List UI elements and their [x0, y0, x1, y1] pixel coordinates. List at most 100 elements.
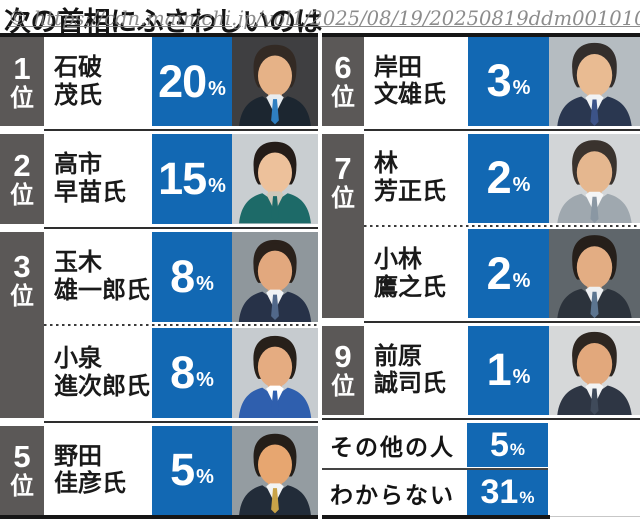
- rank-cell: 2 位: [0, 134, 44, 224]
- candidate-name: 岸田 文雄氏: [364, 37, 468, 126]
- candidate-name: 前原 誠司氏: [364, 326, 468, 415]
- candidate-photo: [549, 228, 640, 319]
- rank-cell: 1 位: [0, 37, 44, 127]
- name-line2: 茂氏: [54, 81, 102, 109]
- extra-row-others: その他の人 5 %: [322, 422, 640, 468]
- candidate-row: 玉木 雄一郎氏 8 %: [44, 231, 318, 322]
- candidate-photo: [232, 37, 318, 127]
- person-portrait-icon: [232, 425, 318, 516]
- rank-group-1: 1 位 石破 茂氏 20 %: [0, 37, 318, 127]
- name-line2: 佳彦氏: [54, 470, 126, 498]
- name-line2: 文雄氏: [374, 81, 446, 109]
- candidate-row: 高市 早苗氏 15 %: [44, 134, 318, 224]
- name-line1: 林: [374, 150, 398, 178]
- rank-group-6: 6 位 岸田 文雄氏 3 %: [322, 37, 640, 126]
- percent-sign: %: [519, 487, 535, 507]
- row-divider: [0, 126, 318, 135]
- name-line1: 小泉: [54, 344, 102, 372]
- rank-group-3-tied: 3 位 玉木 雄一郎氏 8 %: [0, 231, 318, 418]
- dotted-divider: [364, 222, 640, 229]
- rank-number: 3: [13, 249, 31, 285]
- candidate-name: 石破 茂氏: [44, 37, 152, 126]
- person-portrait-icon: [549, 228, 640, 319]
- percentage-cell: 15 %: [152, 134, 232, 224]
- percent-sign: %: [512, 366, 531, 389]
- percentage-cell: 2 %: [468, 228, 549, 319]
- candidate-photo: [549, 326, 640, 415]
- dotted-divider: [44, 321, 318, 328]
- extra-label: わからない: [330, 481, 455, 508]
- rank-number: 5: [13, 439, 31, 475]
- percentage-cell: 2 %: [468, 133, 549, 223]
- percentage-value: 2: [486, 152, 512, 204]
- chart-title: 次の首相にふさわしいのは: [4, 7, 323, 37]
- candidate-photo: [549, 133, 640, 223]
- row-divider: [0, 223, 318, 232]
- watermark-url: © https://cdn.mainichi.jp/vol1/2025/08/1…: [8, 7, 640, 30]
- row-divider: [322, 125, 640, 134]
- candidate-row: 小林 鷹之氏 2 %: [364, 228, 640, 319]
- rank-group-2: 2 位 高市 早苗氏 15 %: [0, 134, 318, 224]
- rank-suffix: 位: [331, 84, 355, 112]
- rank-group-5: 5 位 野田 佳彦氏 5 %: [0, 425, 318, 516]
- extra-row-dontknow: わからない 31 %: [322, 470, 640, 515]
- person-portrait-icon: [549, 133, 640, 223]
- rank-cell: 9 位: [322, 326, 364, 415]
- percent-sign: %: [509, 440, 526, 460]
- rank-group-7-tied: 7 位 林 芳正氏 2 %: [322, 133, 640, 319]
- percent-sign: %: [196, 368, 214, 391]
- rank-number: 6: [334, 50, 352, 86]
- percent-sign: %: [196, 272, 214, 295]
- extra-label: その他の人: [330, 434, 455, 461]
- percentage-cell: 31 %: [467, 470, 548, 515]
- name-line2: 進次郎氏: [54, 372, 150, 400]
- percent-sign: %: [208, 175, 226, 198]
- candidate-name: 高市 早苗氏: [44, 134, 152, 223]
- empty-cell: [548, 422, 640, 468]
- percentage-cell: 8 %: [152, 231, 232, 322]
- rank-cell: 7 位: [322, 133, 364, 319]
- candidate-row: 林 芳正氏 2 %: [364, 133, 640, 223]
- name-line2: 芳正氏: [374, 178, 446, 206]
- rank-number: 9: [334, 339, 352, 375]
- candidate-row: 前原 誠司氏 1 %: [364, 326, 640, 415]
- percent-sign: %: [512, 77, 531, 100]
- name-line1: 石破: [54, 53, 102, 81]
- percentage-value: 2: [486, 247, 512, 299]
- name-line1: 前原: [374, 342, 422, 370]
- rank-suffix: 位: [10, 283, 34, 311]
- percentage-value: 31: [480, 473, 519, 512]
- rank-number: 2: [13, 148, 31, 184]
- person-portrait-icon: [232, 231, 318, 322]
- name-line2: 早苗氏: [54, 179, 126, 207]
- candidate-photo: [232, 425, 318, 516]
- ranking-column-left: 1 位 石破 茂氏 20 %: [0, 33, 318, 519]
- rank-cell: 6 位: [322, 37, 364, 126]
- percent-sign: %: [208, 77, 226, 100]
- row-divider: [0, 417, 318, 426]
- percentage-cell: 1 %: [468, 326, 549, 415]
- candidate-row: 野田 佳彦氏 5 %: [44, 425, 318, 516]
- percent-sign: %: [512, 269, 531, 292]
- percentage-value: 8: [170, 346, 195, 398]
- percentage-value: 1: [486, 344, 512, 396]
- extra-divider: [322, 467, 640, 471]
- candidate-row: 岸田 文雄氏 3 %: [364, 37, 640, 126]
- name-line2: 鷹之氏: [374, 273, 446, 301]
- rank-suffix: 位: [10, 473, 34, 501]
- person-portrait-icon: [549, 37, 640, 126]
- candidate-name: 野田 佳彦氏: [44, 426, 152, 515]
- percentage-value: 15: [158, 153, 207, 205]
- percent-sign: %: [196, 466, 214, 489]
- candidate-name: 林 芳正氏: [364, 134, 468, 223]
- person-portrait-icon: [232, 134, 318, 224]
- percent-sign: %: [512, 174, 531, 197]
- person-portrait-icon: [232, 37, 318, 127]
- name-line2: 誠司氏: [374, 370, 446, 398]
- candidate-row: 小泉 進次郎氏 8 %: [44, 327, 318, 418]
- empty-cell: [548, 470, 640, 515]
- candidate-photo: [549, 37, 640, 126]
- name-line1: 高市: [54, 151, 102, 179]
- percentage-cell: 20 %: [152, 37, 232, 127]
- name-line1: 岸田: [374, 53, 422, 81]
